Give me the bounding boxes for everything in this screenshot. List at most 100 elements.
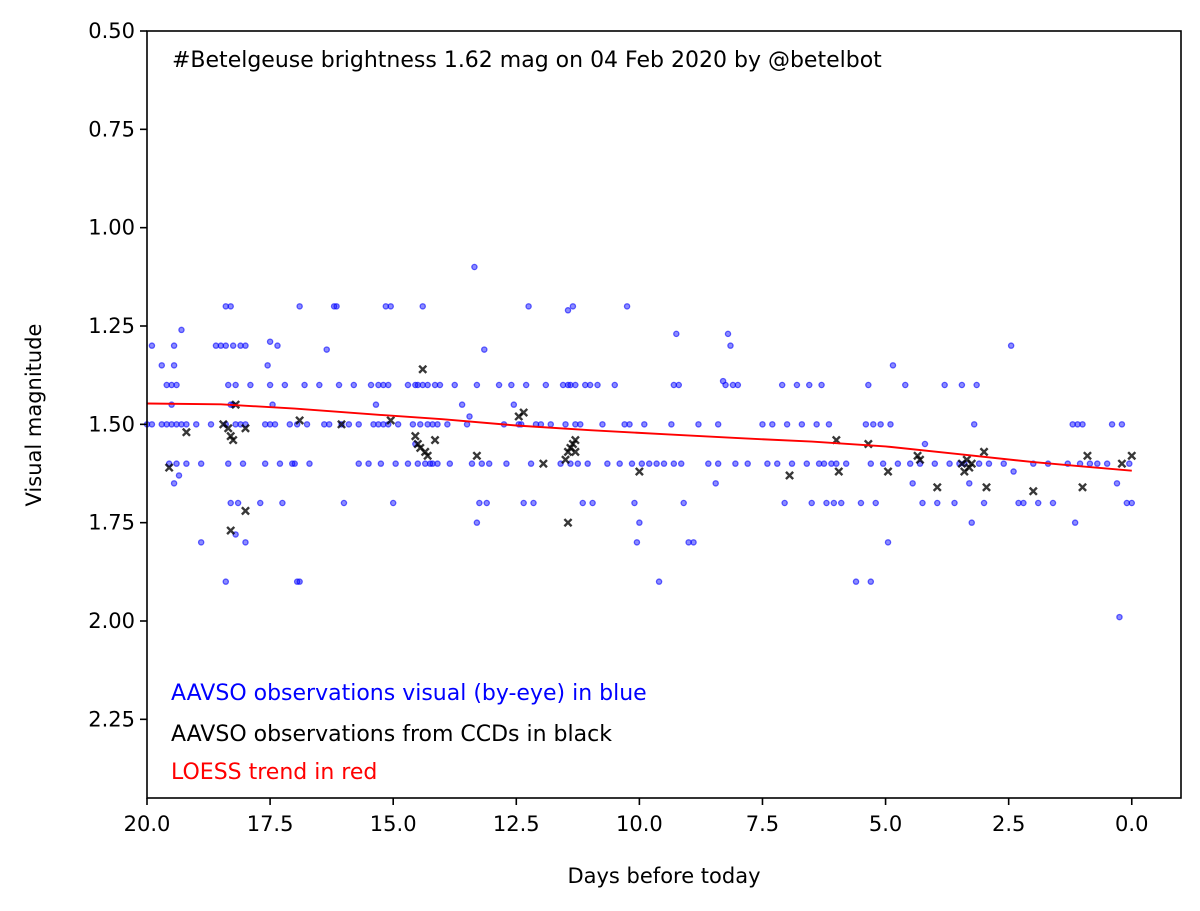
chart-title: #Betelgeuse brightness 1.62 mag on 04 Fe… <box>172 48 882 73</box>
visual-observation-point <box>178 326 185 334</box>
visual-observation-point <box>542 381 550 389</box>
visual-observation-point <box>865 381 872 389</box>
visual-observation-point <box>623 303 631 310</box>
visual-observation-point <box>463 421 471 428</box>
ccd-observation-point <box>226 526 236 535</box>
ccd-observation-point <box>561 455 570 465</box>
visual-observation-point <box>727 342 734 349</box>
visual-observation-point <box>296 578 303 585</box>
visual-observation-point <box>934 499 941 507</box>
visual-observation-point <box>673 330 680 338</box>
visual-observation-point <box>985 460 993 467</box>
ccd-observation-point <box>1117 459 1127 469</box>
x-tick-label: 2.5 <box>992 812 1025 836</box>
visual-observation-point <box>970 421 978 428</box>
visual-observation-point <box>520 499 527 507</box>
visual-observation-point <box>276 460 284 467</box>
ccd-observation-point <box>570 447 580 457</box>
ccd-observation-point <box>979 447 989 457</box>
visual-observation-point <box>773 460 781 467</box>
visual-observation-point <box>660 460 668 467</box>
visual-observation-point <box>1116 613 1123 621</box>
visual-observation-point <box>1020 499 1027 507</box>
visual-observation-point <box>1108 421 1116 428</box>
visual-observation-point <box>894 460 902 467</box>
visual-observation-point <box>798 421 806 428</box>
ccd-observation-point <box>430 435 440 445</box>
loess-trend-line <box>146 402 1132 472</box>
ccd-observation-point <box>472 451 482 461</box>
visual-observation-point <box>387 303 394 310</box>
visual-observation-point <box>192 421 200 428</box>
visual-observation-point <box>764 460 771 467</box>
visual-observation-point <box>316 381 323 389</box>
x-axis-label: Days before today <box>567 864 760 888</box>
visual-observation-point <box>148 342 156 349</box>
visual-observation-point <box>227 303 234 310</box>
visual-observation-point <box>291 460 298 467</box>
visual-observation-point <box>247 381 254 389</box>
visual-observation-point <box>887 421 894 428</box>
visual-observation-point <box>564 307 572 314</box>
visual-observation-point <box>626 421 633 428</box>
ccd-observation-point <box>223 423 233 433</box>
visual-observation-point <box>242 539 249 546</box>
ccd-observation-point <box>967 459 977 469</box>
ccd-observation-point <box>570 435 580 445</box>
visual-observation-point <box>1034 499 1042 507</box>
visual-observation-point <box>759 421 766 428</box>
visual-observation-point <box>562 421 569 428</box>
visual-observation-point <box>877 421 884 428</box>
visual-observation-point <box>424 381 431 389</box>
visual-observation-point <box>714 460 722 467</box>
visual-observation-point <box>296 303 303 310</box>
ccd-observation-point <box>834 467 844 476</box>
visual-observation-point <box>980 499 988 507</box>
visual-observation-point <box>1103 460 1111 467</box>
visual-observation-point <box>680 499 687 507</box>
ccd-observation-point <box>538 459 548 469</box>
x-tick-label: 5.0 <box>869 812 902 836</box>
visual-observation-point <box>227 499 234 507</box>
ccd-observation-point <box>418 364 428 374</box>
visual-observation-point <box>668 421 675 428</box>
visual-observation-point <box>232 381 239 389</box>
visual-observation-point <box>724 330 732 338</box>
visual-observation-point <box>394 421 402 428</box>
visual-observation-point <box>508 381 515 389</box>
visual-observation-point <box>695 421 702 428</box>
visual-observation-point <box>434 421 441 428</box>
visual-observation-point <box>1079 421 1086 428</box>
visual-observation-point <box>788 460 796 467</box>
x-tick-label: 17.5 <box>247 812 294 836</box>
visual-observation-point <box>350 381 358 389</box>
visual-observation-point <box>365 460 372 467</box>
visual-observation-point <box>783 421 791 428</box>
visual-observation-point <box>485 460 493 467</box>
visual-observation-point <box>611 381 619 389</box>
visual-observation-point <box>530 499 537 507</box>
visual-observation-point <box>170 362 178 369</box>
visual-observation-point <box>862 421 870 428</box>
visual-observation-point <box>392 460 399 467</box>
y-tick-label: 1.00 <box>88 216 135 240</box>
visual-observation-point <box>306 460 313 467</box>
visual-observation-point <box>547 421 555 428</box>
visual-observation-point <box>345 421 353 428</box>
ccd-observation-point <box>883 467 893 476</box>
x-tick-label: 7.5 <box>746 812 779 836</box>
visual-observation-point <box>372 401 380 408</box>
visual-observation-point <box>323 346 330 353</box>
visual-observation-point <box>478 460 486 467</box>
visual-observation-point <box>833 460 840 467</box>
visual-observation-point <box>471 263 478 271</box>
x-tick-label: 15.0 <box>370 812 417 836</box>
visual-observation-point <box>781 499 788 507</box>
visual-observation-point <box>197 460 205 467</box>
visual-observation-point <box>242 342 249 349</box>
visual-observation-point <box>778 381 786 389</box>
visual-observation-point <box>921 440 929 448</box>
visual-observation-point <box>335 381 343 389</box>
visual-observation-point <box>577 421 584 428</box>
visual-observation-point <box>266 338 274 345</box>
